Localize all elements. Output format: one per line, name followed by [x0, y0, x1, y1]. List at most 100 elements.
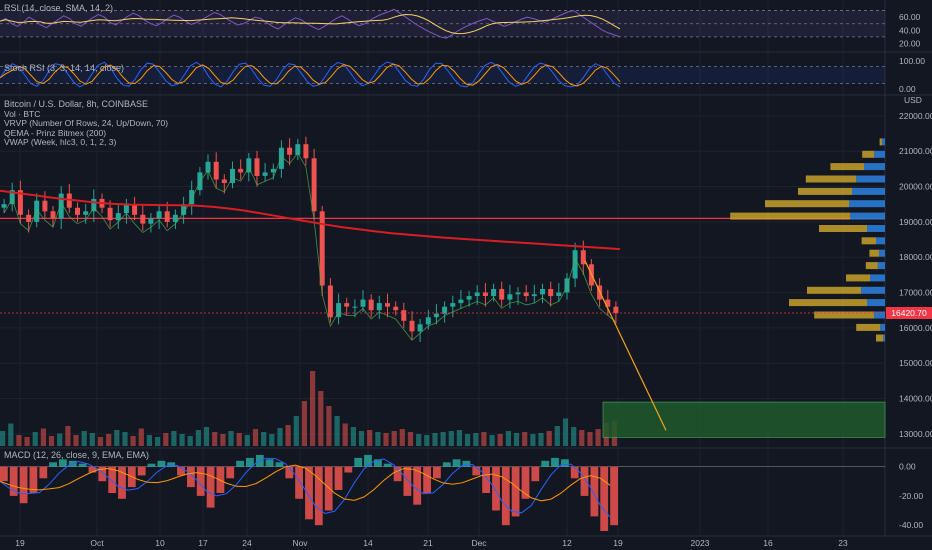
x-tick-label: 16 — [763, 538, 773, 548]
volume-bar — [220, 434, 226, 446]
macd-hist-bar — [98, 466, 107, 482]
last-price-badge: 16420.70 — [886, 307, 932, 319]
candle-body — [336, 303, 342, 318]
vrvp-up-bar — [867, 299, 885, 307]
macd-hist-bar — [600, 466, 609, 531]
candle-body — [42, 200, 48, 212]
candle-body — [189, 190, 195, 205]
volume-bar — [513, 433, 520, 446]
rsi-line — [0, 8, 621, 39]
price-tick-label: 15000.00 — [899, 358, 932, 368]
price-tick-label: 21000.00 — [899, 146, 932, 156]
macd-hist-bar — [187, 466, 195, 488]
volume-bar — [432, 433, 438, 446]
volume-bar — [326, 406, 332, 446]
vrvp-up-bar — [861, 286, 885, 294]
volume-bar — [473, 433, 479, 446]
vrvp-up-bar — [883, 334, 885, 342]
x-tick-label: 2023 — [691, 538, 710, 548]
macd-hist-bar — [167, 462, 176, 467]
volume-bar — [334, 416, 340, 446]
macd-hist-bar — [137, 466, 146, 476]
vrvp-up-bar — [877, 262, 885, 270]
volume-bar — [489, 435, 495, 446]
rsi-tick-label: 60.00 — [899, 12, 921, 22]
volume-bar — [367, 430, 373, 446]
candle-body — [344, 303, 350, 307]
vrvp-down-bar — [730, 212, 851, 220]
vrvp-up-bar — [880, 323, 885, 331]
volume-bar — [8, 423, 14, 446]
candle-body — [172, 214, 178, 222]
vrvp-up-bar — [879, 249, 885, 257]
volume-bar — [114, 430, 120, 446]
vrvp-up-bar — [864, 163, 885, 171]
candle-body — [605, 299, 611, 307]
volume-bar — [269, 434, 275, 446]
volume-bar — [228, 431, 234, 446]
candle-body — [58, 193, 64, 219]
macd-hist-bar — [344, 466, 353, 473]
volume-bar — [522, 432, 528, 446]
candle-body — [34, 200, 40, 222]
vrvp-down-bar — [805, 175, 857, 183]
volume-bar — [342, 423, 348, 446]
vrvp-down-bar — [819, 225, 867, 232]
volume-bar — [358, 431, 365, 446]
candle-body — [556, 292, 562, 296]
candle-body — [213, 161, 219, 180]
candle-body — [295, 144, 301, 155]
vrvp-up-bar — [876, 237, 885, 245]
macd-hist-bar — [521, 466, 530, 499]
vrvp-up-bar — [874, 150, 885, 158]
candle-body — [26, 214, 32, 222]
candle-body — [221, 179, 227, 183]
volume-bar — [571, 427, 577, 446]
macd-hist-bar — [59, 459, 67, 467]
candle-body — [360, 299, 366, 307]
macd-hist-bar — [9, 466, 18, 496]
candle-body — [474, 292, 480, 296]
volume-bar — [179, 434, 185, 446]
vrvp-down-bar — [814, 311, 875, 319]
candle-body — [385, 303, 390, 307]
volume-bar — [350, 427, 356, 446]
candle-body — [572, 250, 578, 279]
vrvp-down-bar — [876, 334, 884, 342]
macd-hist-bar — [314, 466, 323, 526]
volume-bar — [554, 426, 560, 446]
volume-bar — [138, 428, 144, 446]
volume-bar — [155, 437, 161, 446]
legend-volume: Vol · BTC — [4, 109, 41, 119]
macd-hist-bar — [88, 466, 97, 473]
candle-body — [613, 306, 619, 314]
vrvp-up-bar — [852, 187, 885, 195]
macd-hist-bar — [118, 466, 126, 499]
macd-hist-bar — [226, 466, 235, 479]
rsi-pane-title: RSI (14, close, SMA, 14, 2) — [4, 3, 114, 13]
candle-body — [352, 306, 358, 308]
candle-body — [156, 211, 162, 219]
vrvp-up-bar — [870, 274, 885, 282]
candle-body — [401, 310, 407, 321]
candle-body — [491, 289, 497, 297]
candle-body — [466, 296, 472, 300]
macd-hist-bar — [433, 466, 441, 479]
vrvp-down-bar — [830, 163, 864, 171]
volume-bar — [595, 429, 601, 446]
volume-bar — [203, 427, 210, 446]
legend-vwap: VWAP (Week, hlc3, 0, 1, 2, 3) — [4, 137, 117, 147]
macd-hist-bar — [206, 466, 215, 508]
candle-body — [376, 303, 382, 311]
macd-hist-bar — [177, 466, 185, 476]
candle-body — [115, 213, 121, 221]
candle-body — [482, 292, 488, 296]
macd-hist-bar — [492, 466, 500, 511]
volume-bar — [424, 435, 430, 446]
macd-hist-bar — [610, 466, 618, 526]
macd-hist-bar — [147, 463, 156, 467]
macd-hist-bar — [246, 457, 254, 467]
volume-bar — [48, 436, 55, 446]
x-tick-label: 24 — [242, 538, 252, 548]
